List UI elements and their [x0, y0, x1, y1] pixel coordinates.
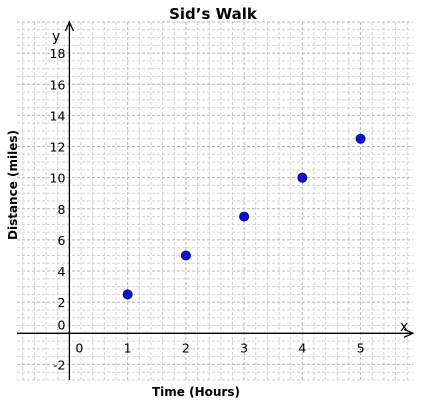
y-tick-label: 4: [57, 264, 65, 279]
x-tick-label: 4: [298, 340, 306, 355]
y-axis-symbol: y: [52, 29, 60, 45]
y-tick-label: 12: [50, 140, 66, 155]
y-tick-label: 2: [57, 295, 65, 310]
chart-title: Sid’s Walk: [169, 5, 258, 23]
y-tick-label: 18: [50, 46, 66, 61]
y-tick-label: 8: [57, 202, 65, 217]
x-axis-title: Time (Hours): [152, 385, 240, 399]
data-point: [297, 172, 308, 183]
y-tick-label: 0: [57, 317, 65, 332]
y-tick-label: -2: [53, 357, 65, 372]
x-tick-label: 0: [75, 340, 83, 355]
y-tick-label: 16: [50, 77, 66, 92]
data-point: [239, 211, 250, 222]
x-tick-label: 2: [182, 340, 190, 355]
data-point: [355, 133, 366, 144]
x-axis-arrow: [403, 328, 415, 338]
data-points: [122, 133, 366, 300]
x-axis-symbol: x: [400, 319, 408, 335]
x-tick-label: 3: [240, 340, 248, 355]
axes: [17, 20, 415, 380]
x-tick-label: 1: [124, 340, 132, 355]
y-axis-title: Distance (miles): [6, 130, 20, 240]
x-tick-label: 5: [357, 340, 365, 355]
y-tick-label: 6: [57, 233, 65, 248]
y-tick-label: 10: [50, 171, 66, 186]
data-point: [122, 289, 133, 300]
grid: [17, 21, 413, 381]
y-axis-arrow: [64, 20, 75, 32]
data-point: [180, 250, 191, 261]
y-tick-label: 14: [50, 108, 66, 123]
